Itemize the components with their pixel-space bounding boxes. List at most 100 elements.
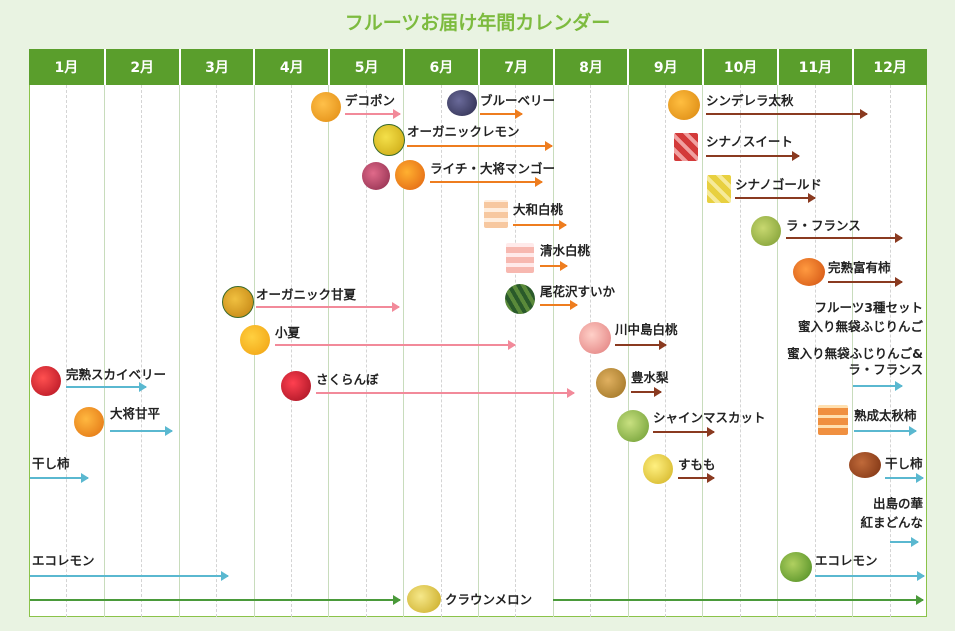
period-arrow xyxy=(30,473,89,483)
month-2: 2月 xyxy=(103,49,179,85)
month-9: 9月 xyxy=(627,49,702,85)
strawberry-icon xyxy=(31,366,61,396)
event-label: 紅まどんな xyxy=(860,515,923,530)
pear-icon xyxy=(596,368,626,398)
event-label: エコレモン xyxy=(32,553,95,568)
persimmon-icon xyxy=(668,90,700,120)
event-label: 蜜入り無袋ふじりんご& xyxy=(787,346,923,361)
grid-line xyxy=(553,85,554,617)
period-arrow xyxy=(815,571,925,581)
event-label: 尾花沢すいか xyxy=(540,284,616,299)
grid-line xyxy=(852,85,853,617)
citrus-icon xyxy=(74,407,104,437)
event-label: 豊水梨 xyxy=(631,370,669,385)
month-header: 1月 2月 3月 4月 5月 6月 7月 8月 9月 10月 11月 12月 xyxy=(29,49,927,85)
period-arrow xyxy=(256,302,400,312)
cherry-icon xyxy=(281,371,311,401)
melon-icon xyxy=(407,585,441,613)
period-arrow xyxy=(430,177,543,187)
peach-box-icon xyxy=(506,243,534,273)
grid-line xyxy=(441,85,442,617)
event-label: オーガニックレモン xyxy=(407,124,520,139)
grid-line xyxy=(777,85,778,617)
period-arrow xyxy=(786,233,903,243)
grid-line xyxy=(478,85,479,617)
grid-line xyxy=(366,85,367,617)
period-arrow xyxy=(706,151,800,161)
grid-line xyxy=(179,85,180,617)
period-arrow xyxy=(615,340,667,350)
amanatsu-icon xyxy=(222,286,254,318)
period-arrow xyxy=(631,387,662,397)
month-7: 7月 xyxy=(477,49,553,85)
event-label: 清水白桃 xyxy=(540,243,591,258)
grape-icon xyxy=(617,410,649,442)
event-label: オーガニック甘夏 xyxy=(256,287,357,302)
event-label: シャインマスカット xyxy=(653,410,766,425)
event-label: さくらんぼ xyxy=(316,372,379,387)
period-arrow xyxy=(275,340,516,350)
period-arrow xyxy=(553,595,924,605)
plum-icon xyxy=(643,454,673,484)
dekopon-icon xyxy=(311,92,341,122)
event-label: 熟成太秋柿 xyxy=(854,408,917,423)
event-label: 大和白桃 xyxy=(513,202,564,217)
grid-line xyxy=(403,85,404,617)
month-4: 4月 xyxy=(253,49,328,85)
event-label: シンデレラ太秋 xyxy=(706,93,794,108)
grid-line xyxy=(291,85,292,617)
event-label: 干し柿 xyxy=(885,456,923,471)
page-title: フルーツお届け年間カレンダー xyxy=(344,12,611,34)
grid-line xyxy=(740,85,741,617)
grid-line xyxy=(141,85,142,617)
period-arrow xyxy=(540,261,568,271)
event-label: シナノゴールド xyxy=(735,177,822,192)
month-1: 1月 xyxy=(54,60,79,76)
apple-box-icon xyxy=(674,133,698,161)
event-label: 小夏 xyxy=(275,325,301,340)
lemon-icon xyxy=(373,124,405,156)
period-arrow xyxy=(30,571,229,581)
period-line xyxy=(30,595,401,605)
peach-box-icon xyxy=(484,200,508,228)
event-label: ブルーベリー xyxy=(480,93,556,108)
month-10: 10月 xyxy=(702,49,777,85)
period-arrow xyxy=(678,473,715,483)
period-arrow xyxy=(653,427,715,437)
period-arrow xyxy=(316,388,575,398)
period-arrow xyxy=(853,381,903,391)
month-12: 12月 xyxy=(851,49,927,85)
grid-line xyxy=(815,85,816,617)
period-arrow xyxy=(854,426,917,436)
event-label: 干し柿 xyxy=(32,456,70,471)
period-arrow xyxy=(480,109,523,119)
grid-line xyxy=(328,85,329,617)
event-label: シナノスイート xyxy=(706,134,793,149)
month-8: 8月 xyxy=(552,49,628,85)
lemon-icon xyxy=(780,552,812,582)
dried-persimmon-icon xyxy=(849,452,881,478)
persimmon-box-icon xyxy=(818,405,848,435)
event-label: 大将甘平 xyxy=(110,406,161,421)
period-arrow xyxy=(345,109,401,119)
peach-icon xyxy=(579,322,611,354)
grid-line xyxy=(66,85,67,617)
event-label: すもも xyxy=(678,457,716,472)
event-label: 出島の華 xyxy=(872,496,923,511)
month-6: 6月 xyxy=(402,49,478,85)
persimmon-icon xyxy=(793,258,825,286)
event-label: デコポン xyxy=(345,93,396,108)
period-arrow xyxy=(828,277,903,287)
period-arrow xyxy=(885,473,924,483)
month-3: 3月 xyxy=(178,49,254,85)
event-label: フルーツ3種セット xyxy=(814,300,923,315)
event-label: エコレモン xyxy=(815,553,878,568)
period-arrow xyxy=(110,426,173,436)
grid-line xyxy=(515,85,516,617)
grid-line xyxy=(665,85,666,617)
month-5: 5月 xyxy=(328,49,403,85)
event-label: 完熟スカイベリー xyxy=(66,367,167,382)
grid-line xyxy=(702,85,703,617)
lychee-icon xyxy=(362,162,390,190)
event-label: 完熟富有柿 xyxy=(828,260,891,275)
